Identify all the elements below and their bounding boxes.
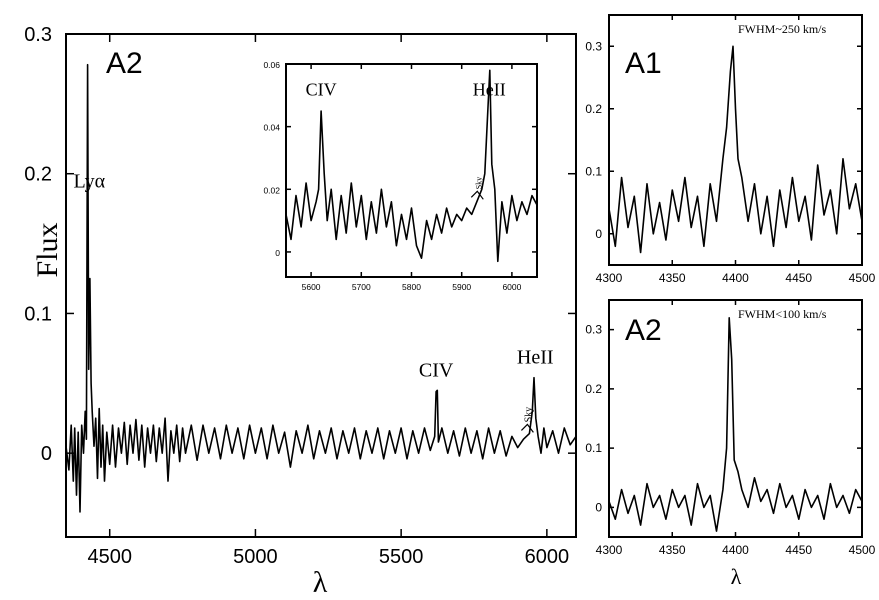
inset-y-tick-label: 0: [275, 248, 280, 258]
main-y-tick-label: 0: [41, 443, 52, 465]
a1-x-tick-label: 4400: [722, 271, 749, 285]
inset-panel: 5600 5700 5800 5900 6000 0 0.02 0.04 0.06 CIV HeI…: [263, 60, 538, 292]
main-y-tick-label: 0.2: [24, 164, 52, 186]
x-axis-title: λ: [313, 566, 328, 599]
main-frame: [65, 33, 577, 538]
a1-y-tick-label: 0: [595, 227, 602, 241]
main-x-tick-label: 5000: [233, 546, 278, 568]
inset-x-tick-label: 5700: [352, 282, 371, 292]
a2-x-tick-label: 4400: [722, 543, 749, 557]
a2-x-tick-label: 4500: [849, 543, 876, 557]
a2-panel: 4300 4350 4400 4450 4500 0 0.1 0.2 0.3 A2 FWHM<1…: [585, 299, 876, 589]
a2-y-tick-label: 0.3: [585, 323, 602, 337]
main-sky-marker: [520, 423, 534, 433]
main-annotations: Lyα CIV HeII Sky: [74, 171, 554, 433]
a2-spectrum-line: [608, 317, 863, 532]
a2-ticks: 4300 4350 4400 4450 4500 0 0.1 0.2 0.3: [585, 300, 876, 557]
inset-sky-label: Sky: [474, 177, 483, 189]
main-ticks: 4500 5000 5500 6000 0 0.1 0.2 0.3: [24, 24, 576, 568]
inset-y-tick-label: 0.04: [263, 123, 280, 133]
inset-sky-marker: [470, 190, 484, 200]
a2-x-tick-label: 4300: [596, 543, 623, 557]
inset-frame: [285, 63, 538, 278]
main-panel-label: A2: [106, 47, 143, 80]
inset-annotations: CIV HeII Sky: [306, 79, 506, 200]
y-axis-title: Flux: [31, 222, 64, 277]
main-spectrum-line: [65, 63, 577, 513]
a1-x-tick-label: 4300: [596, 271, 623, 285]
a2-y-tick-label: 0: [595, 500, 602, 514]
a1-x-tick-label: 4450: [785, 271, 812, 285]
a1-y-tick-label: 0.1: [585, 164, 602, 178]
inset-line-label: CIV: [306, 79, 337, 99]
a2-panel-label: A2: [625, 314, 662, 347]
main-x-tick-label: 5500: [379, 546, 424, 568]
inset-spectrum-line: [285, 69, 538, 263]
a1-y-tick-label: 0.2: [585, 102, 602, 116]
a2-y-tick-label: 0.2: [585, 382, 602, 396]
a2-x-tick-label: 4350: [659, 543, 686, 557]
a1-fwhm-note: FWHM~250 km/s: [738, 22, 826, 36]
main-line-label: HeII: [517, 347, 554, 369]
inset-y-tick-label: 0.06: [263, 60, 280, 70]
a2-y-tick-label: 0.1: [585, 441, 602, 455]
main-x-tick-label: 4500: [87, 546, 132, 568]
inset-x-tick-label: 5600: [302, 282, 321, 292]
a2-x-tick-label: 4450: [785, 543, 812, 557]
inset-ticks: 5600 5700 5800 5900 6000 0 0.02 0.04 0.06: [263, 60, 537, 292]
inset-x-tick-label: 5800: [402, 282, 421, 292]
a2-fwhm-note: FWHM<100 km/s: [738, 307, 827, 321]
main-sky-label: Sky: [523, 407, 534, 423]
main-y-tick-label: 0.1: [24, 303, 52, 325]
a1-x-tick-label: 4350: [659, 271, 686, 285]
a1-panel-label: A1: [625, 47, 662, 80]
a1-ticks: 4300 4350 4400 4450 4500 0 0.1 0.2 0.3: [585, 15, 876, 285]
main-panel: 4500 5000 5500 6000 0 0.1 0.2 0.3 A2 Flux λ Lyα…: [24, 24, 577, 599]
a1-y-tick-label: 0.3: [585, 39, 602, 53]
inset-y-tick-label: 0.02: [263, 185, 280, 195]
main-x-tick-label: 6000: [525, 546, 570, 568]
a2-x-axis-title: λ: [731, 564, 742, 589]
inset-line-label: HeII: [473, 79, 506, 99]
main-line-label: CIV: [419, 359, 454, 381]
a1-spectrum-line: [608, 45, 863, 254]
inset-x-tick-label: 6000: [502, 282, 521, 292]
inset-x-tick-label: 5900: [452, 282, 471, 292]
main-y-tick-label: 0.3: [24, 24, 52, 46]
a1-panel: 4300 4350 4400 4450 4500 0 0.1 0.2 0.3 A1 FWHM~2…: [585, 14, 876, 285]
a1-x-tick-label: 4500: [849, 271, 876, 285]
main-line-label: Lyα: [74, 171, 106, 193]
